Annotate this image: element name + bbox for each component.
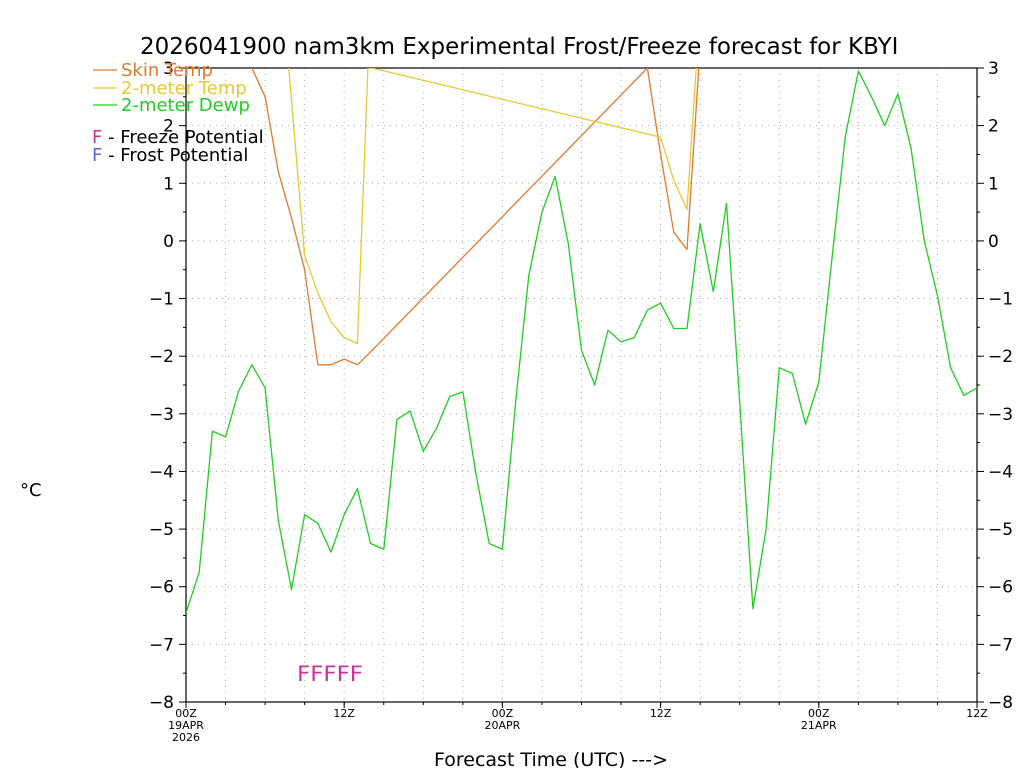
- legend-entry-skin-temp: Skin Temp: [93, 60, 213, 81]
- x-tick-label: 12Z: [966, 707, 988, 720]
- y-tick-label-left: −2: [149, 347, 174, 367]
- series-2-meter-dewp: [186, 70, 977, 613]
- y-tick-label-left: 0: [163, 232, 174, 252]
- y-tick-label-left: −1: [149, 290, 174, 310]
- series-skin-temp: [251, 68, 700, 366]
- x-tick-label: 12Z: [333, 707, 355, 720]
- chart-title: 2026041900 nam3km Experimental Frost/Fre…: [140, 34, 898, 60]
- legend-label-skin-temp: Skin Temp: [121, 60, 213, 81]
- legend-entry-2m-temp: 2-meter Temp: [93, 78, 247, 99]
- x-axis-label: Forecast Time (UTC) --->: [434, 749, 668, 768]
- x-tick-label: 00Z: [175, 707, 197, 720]
- y-tick-label-right: 1: [988, 174, 999, 194]
- x-tick-label: 00Z: [808, 707, 830, 720]
- freeze-potential-marks: FFFFF: [297, 662, 363, 686]
- freeze-potential-letter: F: [92, 127, 102, 148]
- x-tick-label: 19APR: [168, 719, 204, 732]
- freeze-potential-label: - Freeze Potential: [102, 127, 263, 148]
- y-tick-label-right: −4: [988, 462, 1013, 482]
- x-tick-label: 2026: [172, 731, 200, 744]
- y-axis-label: °C: [20, 480, 42, 501]
- legend-entry-2m-dewp: 2-meter Dewp: [93, 95, 250, 116]
- y-tick-label-left: 2: [163, 117, 174, 137]
- legend-label-2m-dewp: 2-meter Dewp: [121, 95, 250, 116]
- grid-lines: [186, 68, 977, 702]
- y-tick-label-right: −2: [988, 347, 1013, 367]
- y-tick-label-left: −7: [149, 635, 174, 655]
- x-tick-label: 21APR: [801, 719, 837, 732]
- y-tick-label-right: −6: [988, 578, 1013, 598]
- y-axis-right: −8 −7 −6 −5 −4 −3 −2 −1 0 1 2 3: [977, 59, 1013, 713]
- legend-label-2m-temp: 2-meter Temp: [121, 78, 247, 99]
- legend: Skin Temp 2-meter Temp 2-meter Dewp F - …: [92, 60, 264, 166]
- y-tick-label-right: −7: [988, 635, 1013, 655]
- y-tick-label-left: 1: [163, 174, 174, 194]
- x-tick-label: 00Z: [492, 707, 514, 720]
- plot-frame: [185, 67, 978, 703]
- y-tick-label-left: 3: [163, 59, 174, 79]
- y-axis-left: −8 −7 −6 −5 −4 −3 −2 −1 0 1 2 3: [149, 59, 186, 713]
- y-tick-label-left: −5: [149, 520, 174, 540]
- y-tick-label-left: −3: [149, 405, 174, 425]
- y-tick-label-right: −1: [988, 290, 1013, 310]
- frost-potential-label: - Frost Potential: [102, 145, 248, 166]
- y-tick-label-right: −3: [988, 405, 1013, 425]
- y-tick-label-right: 3: [988, 59, 999, 79]
- x-tick-label: 20APR: [484, 719, 520, 732]
- y-tick-label-right: 2: [988, 117, 999, 137]
- y-tick-label-left: −8: [149, 693, 174, 713]
- y-tick-label-left: −6: [149, 578, 174, 598]
- series-2-meter-temp: [288, 68, 697, 345]
- y-tick-label-left: −4: [149, 462, 174, 482]
- y-tick-label-right: −5: [988, 520, 1013, 540]
- series-lines: [186, 68, 977, 613]
- frost-potential-letter: F: [92, 145, 102, 166]
- y-tick-label-right: 0: [988, 232, 999, 252]
- y-tick-label-right: −8: [988, 693, 1013, 713]
- frost-potential-legend: F - Frost Potential: [92, 145, 248, 166]
- freeze-potential-legend: F - Freeze Potential: [92, 127, 264, 148]
- x-tick-label: 12Z: [650, 707, 672, 720]
